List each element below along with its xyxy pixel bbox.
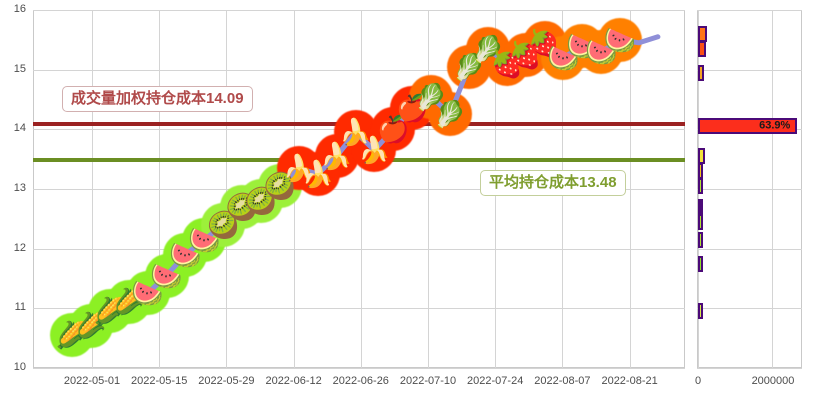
volume-bar[interactable]	[698, 64, 704, 81]
x-axis-tick-label: 2022-05-29	[198, 375, 255, 387]
grid-line-vertical	[226, 10, 227, 368]
x-axis-tick-label: 2022-07-24	[467, 375, 524, 387]
grid-line-horizontal	[33, 249, 685, 250]
volume-bar[interactable]	[698, 148, 705, 165]
volume-grid-line-horizontal	[697, 70, 802, 71]
grid-line-horizontal	[33, 308, 685, 309]
x-axis-tick-label: 2022-08-07	[534, 375, 591, 387]
volume-bar[interactable]	[698, 198, 703, 215]
y-axis-tick-label: 12	[13, 242, 26, 254]
y-axis-tick-label: 11	[14, 301, 26, 313]
x-axis-tick-label: 2022-05-15	[131, 375, 188, 387]
volume-bar-percent-label: 63.9%	[759, 119, 791, 132]
volume-bar[interactable]	[698, 303, 703, 320]
volume-weighted-cost-label: 成交量加权持仓成本14.09	[62, 85, 253, 112]
volume-profile-bars: 63.9%	[698, 10, 802, 368]
volume-bar[interactable]	[698, 25, 707, 42]
grid-line-horizontal	[33, 10, 685, 11]
grid-line-horizontal	[33, 368, 685, 369]
volume-grid-line-horizontal	[697, 10, 802, 11]
volume-bar[interactable]	[698, 213, 703, 230]
x-axis-tick-label: 2022-07-10	[399, 375, 457, 387]
y-axis-tick-label: 10	[13, 361, 26, 373]
y-axis-tick-label: 15	[13, 63, 26, 75]
x-axis-tick-label: 2022-06-12	[265, 375, 322, 387]
volume-grid-line-horizontal	[697, 368, 802, 369]
volume-x-tick-label: 2000000	[751, 375, 795, 387]
y-axis-tick-label: 14	[13, 122, 26, 134]
grid-line-vertical	[361, 10, 362, 368]
grid-line-vertical	[428, 10, 429, 368]
volume-bar[interactable]	[698, 163, 704, 180]
grid-line-vertical	[159, 10, 160, 368]
volume-grid-line-horizontal	[697, 249, 802, 250]
volume-grid-line-horizontal	[697, 308, 802, 309]
volume-weighted-cost-line	[33, 121, 685, 126]
x-axis-tick-label: 2022-06-26	[332, 375, 389, 387]
volume-bar[interactable]	[698, 40, 707, 57]
x-axis-tick-label: 2022-08-21	[601, 375, 658, 387]
average-cost-line	[33, 158, 685, 163]
volume-bar[interactable]	[698, 231, 703, 248]
volume-bar[interactable]	[698, 255, 703, 272]
grid-line-vertical	[630, 10, 631, 368]
grid-line-vertical	[92, 10, 93, 368]
average-cost-label: 平均持仓成本13.48	[480, 170, 626, 197]
volume-bar[interactable]: 63.9%	[698, 118, 798, 135]
volume-grid-line-horizontal	[697, 189, 802, 190]
y-axis-tick-label: 16	[13, 3, 26, 15]
y-axis-tick-label: 13	[13, 182, 26, 194]
grid-line-horizontal	[33, 129, 685, 130]
x-axis-tick-label: 2022-05-01	[63, 375, 121, 387]
grid-line-horizontal	[33, 70, 685, 71]
volume-bar[interactable]	[698, 178, 703, 195]
volume-x-tick-label: 0	[694, 375, 702, 387]
grid-line-vertical	[294, 10, 295, 368]
